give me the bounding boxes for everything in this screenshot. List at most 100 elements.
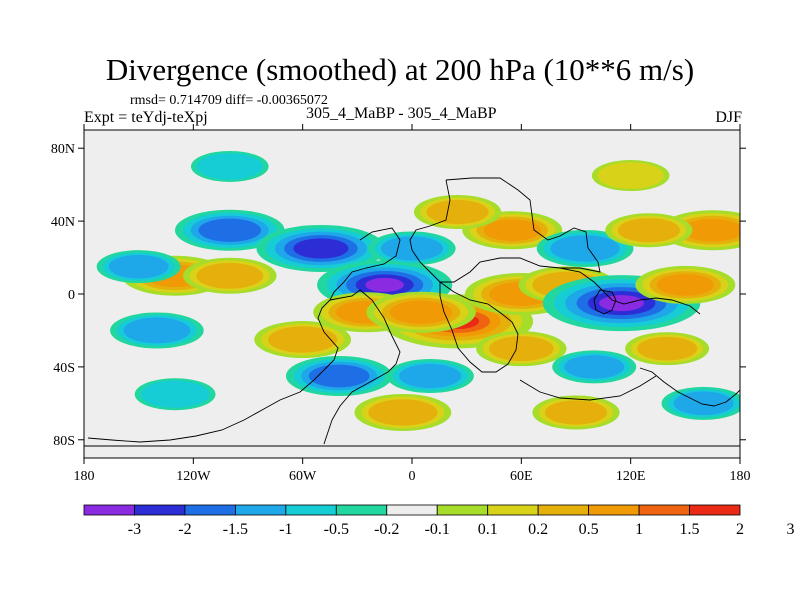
contour-band <box>489 336 554 362</box>
season-label: DJF <box>715 109 742 126</box>
colorbar-swatch <box>487 504 539 516</box>
anomaly-cell <box>635 265 736 304</box>
colorbar-swatch <box>537 504 590 516</box>
colorbar: -3 -2 -1.5 -1 -0.5 -0.2 -0.1 0.1 0.2 0.5 1 1.5 2 3 <box>83 504 794 538</box>
colorbar-swatch <box>689 504 741 516</box>
contour-band <box>268 326 338 353</box>
anomaly-cell <box>256 224 386 272</box>
anomaly-cell <box>96 250 181 284</box>
contour-band <box>140 380 210 408</box>
colorbar-swatch <box>335 504 388 516</box>
anomaly-cell <box>182 257 277 294</box>
y-axis: 80N 40N 0 40S 80S <box>51 142 746 449</box>
contour-band <box>682 218 740 242</box>
colorbar-swatch <box>83 504 135 516</box>
coastline-north-america <box>409 177 601 283</box>
anomaly-cell <box>552 350 637 384</box>
contour-band <box>123 317 191 344</box>
x-axis: 180 120W 60W 0 60E 120E 180 <box>74 124 751 484</box>
anomaly-cell <box>476 331 567 367</box>
colorbar-label: 0.1 <box>478 521 498 538</box>
x-tick-label: 180 <box>730 469 751 484</box>
x-tick-label: 0 <box>409 469 416 484</box>
y-tick-label: 80N <box>51 142 75 157</box>
colorbar-swatch <box>285 504 337 516</box>
colorbar-label: 1.5 <box>680 521 700 538</box>
y-tick-label: 80S <box>53 434 75 449</box>
coastline-australia <box>639 367 740 407</box>
comparison-label: 305_4_MaBP - 305_4_MaBP <box>306 105 497 122</box>
anomaly-cell <box>285 356 393 396</box>
colorbar-label: 0.2 <box>528 521 548 538</box>
colorbar-label: -1.5 <box>223 521 248 538</box>
colorbar-label: 0.5 <box>579 521 599 538</box>
y-tick-label: 40S <box>53 361 75 376</box>
y-tick-label: 0 <box>68 288 75 303</box>
x-tick-label: 60W <box>289 469 317 484</box>
chart-title: Divergence (smoothed) at 200 hPa (10**6 … <box>105 52 695 87</box>
colorbar-label: -0.1 <box>425 521 450 538</box>
contour-band <box>544 400 608 425</box>
contour-band <box>399 363 462 389</box>
colorbar-label: -0.2 <box>374 521 399 538</box>
colorbar-swatch <box>588 504 640 516</box>
anomaly-cell <box>190 150 269 182</box>
contour-band <box>368 399 438 426</box>
colorbar-label: -1 <box>279 521 292 538</box>
anomaly-cell <box>661 386 740 420</box>
colorbar-swatch <box>386 504 438 516</box>
contour-band <box>293 238 349 259</box>
y-tick-label: 40N <box>51 215 75 230</box>
colorbar-swatch <box>436 504 489 516</box>
contour-band <box>550 235 620 262</box>
anomaly-cell <box>591 160 670 192</box>
coastline-africa <box>439 281 519 373</box>
anomaly-cell <box>386 359 474 393</box>
colorbar-swatch <box>134 504 186 516</box>
contour-band <box>673 391 734 416</box>
contour-band <box>597 162 664 189</box>
contour-band <box>617 218 680 243</box>
contour-band <box>389 300 453 324</box>
coastline-americas-west <box>87 227 401 443</box>
colorbar-label: 2 <box>736 521 744 538</box>
anomaly-cell <box>532 395 620 430</box>
x-tick-label: 60E <box>510 469 533 484</box>
x-tick-label: 180 <box>74 469 95 484</box>
colorbar-swatch <box>234 504 287 516</box>
contour-band <box>196 153 264 180</box>
contour-band <box>564 355 625 379</box>
contour-band <box>365 277 404 292</box>
contour-band <box>637 336 698 361</box>
anomaly-cell <box>354 393 452 431</box>
coastline-asia <box>559 267 701 315</box>
colorbar-label: -2 <box>178 521 191 538</box>
coastline-south-america <box>323 289 401 445</box>
colorbar-swatch <box>184 504 236 516</box>
contour-band <box>198 218 262 242</box>
anomaly-cell <box>366 291 476 333</box>
anomaly-cell <box>134 378 216 411</box>
continent-outlines <box>84 177 740 447</box>
anomaly-cell <box>413 195 502 229</box>
colorbar-label: -3 <box>128 521 141 538</box>
contour-band <box>196 262 264 289</box>
contour-band <box>426 199 489 225</box>
stats-label: rmsd= 0.714709 diff= -0.00365072 <box>130 93 328 108</box>
contour-band <box>483 219 541 242</box>
anomaly-cell <box>625 332 710 366</box>
colorbar-label: -0.5 <box>324 521 349 538</box>
anomaly-cell <box>110 312 204 349</box>
anomaly-cell <box>536 229 634 267</box>
colorbar-label: 3 <box>786 521 794 538</box>
experiment-label: Expt = teYdj-teXpj <box>84 109 208 126</box>
x-tick-label: 120W <box>176 469 211 484</box>
coastline-antarctica <box>519 375 657 401</box>
coastline-maritime <box>593 289 617 315</box>
x-tick-label: 120E <box>616 469 646 484</box>
colorbar-swatch <box>638 504 690 516</box>
anomaly-cell <box>605 213 693 248</box>
contour-band <box>656 273 714 296</box>
colorbar-label: 1 <box>635 521 643 538</box>
